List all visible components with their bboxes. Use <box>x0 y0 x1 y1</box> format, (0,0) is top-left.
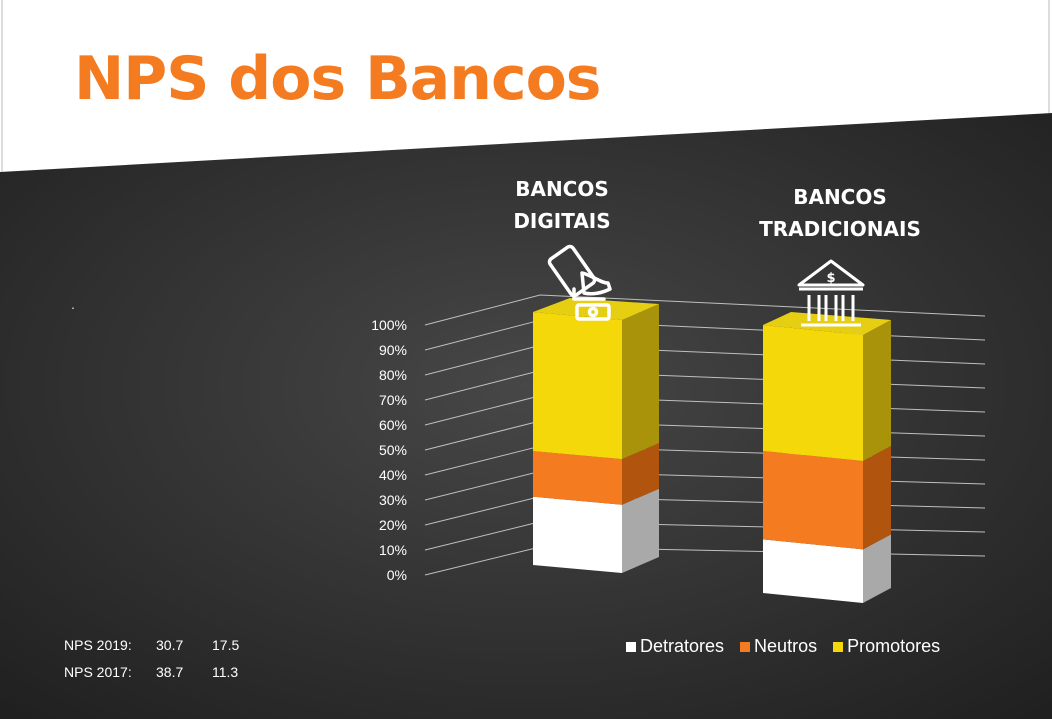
bar-segment-front <box>533 451 622 505</box>
bar-segment-front <box>763 325 863 461</box>
legend-item-detratores: Detratores <box>626 636 724 657</box>
category-label: DIGITAIS <box>513 209 610 233</box>
legend-swatch <box>833 641 844 652</box>
dark-background <box>0 113 1052 719</box>
bar-segment-front <box>533 312 622 460</box>
nps-value-digitais: 30.7 <box>156 637 184 653</box>
category-label: BANCOS <box>793 185 887 209</box>
page-title: NPS dos Bancos <box>74 44 601 114</box>
y-tick-label: 100% <box>371 317 407 333</box>
nps-value-digitais: 38.7 <box>156 664 184 680</box>
legend-swatch <box>740 641 751 652</box>
mobile-payment-icon <box>547 244 612 321</box>
bar-segment-front <box>533 496 622 573</box>
legend-label: Detratores <box>640 636 725 656</box>
legend-item-neutros: Neutros <box>740 636 817 657</box>
y-tick-label: 40% <box>379 467 407 483</box>
bar-segment-side <box>863 534 891 603</box>
y-tick-label: 90% <box>379 342 407 358</box>
nps-row-2017: NPS 2017: 38.7 11.3 <box>64 664 238 680</box>
y-tick-label: 60% <box>379 417 407 433</box>
bank-building-icon: $ <box>797 259 865 327</box>
chart-bars <box>533 298 891 603</box>
nps-value-tradicionais: 11.3 <box>212 664 239 680</box>
bar-segment-side <box>622 488 659 573</box>
y-tick-label: 70% <box>379 392 407 408</box>
y-tick-label: 50% <box>379 442 407 458</box>
nps-row-label: NPS 2019: <box>64 637 132 653</box>
bar-segment-side <box>863 320 891 461</box>
chart-legend: Detratores Neutros Promotores <box>626 636 940 657</box>
bar-segment-side <box>863 445 891 550</box>
legend-item-promotores: Promotores <box>833 636 940 657</box>
svg-text:$: $ <box>826 271 835 286</box>
legend-swatch <box>626 641 636 652</box>
bar-segment-side <box>622 304 659 460</box>
y-tick-label: 20% <box>379 517 407 533</box>
note-dot: . <box>71 296 75 312</box>
y-tick-label: 0% <box>387 567 407 583</box>
y-tick-label: 80% <box>379 367 407 383</box>
nps-row-label: NPS 2017: <box>64 664 132 680</box>
y-axis: 0% 10% 20% 30% 40% 50% 60% 70% 80% 90% 100% <box>371 317 407 583</box>
nps-row-2019: NPS 2019: 30.7 17.5 <box>64 637 239 653</box>
y-tick-label: 10% <box>379 542 407 558</box>
bar-segment-front <box>763 539 863 603</box>
nps-value-tradicionais: 17.5 <box>212 637 240 653</box>
category-label: BANCOS <box>515 177 609 201</box>
bar-segment-front <box>763 450 863 550</box>
category-label: TRADICIONAIS <box>759 217 921 241</box>
legend-label: Neutros <box>754 636 818 656</box>
bar-segment-side <box>622 443 659 505</box>
y-tick-label: 30% <box>379 492 407 508</box>
category-labels: BANCOS DIGITAIS BANCOS TRADICIONAIS <box>513 177 921 241</box>
legend-label: Promotores <box>847 636 941 656</box>
